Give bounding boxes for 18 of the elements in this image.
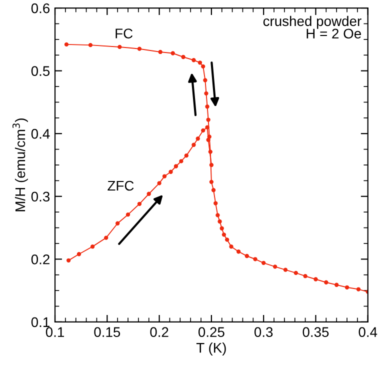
x-tick-label: 0.3 xyxy=(254,327,273,337)
annotation: crushed powder H = 2 Oe xyxy=(263,16,362,39)
x-tick-label: 0.2 xyxy=(150,327,168,337)
y-tick-label: 0.5 xyxy=(31,66,50,76)
x-axis-title: T (K) xyxy=(196,342,226,356)
y-tick-label: 0.1 xyxy=(31,317,50,328)
y-tick-label: 0.4 xyxy=(31,128,50,139)
x-tick-label: 0.35 xyxy=(302,327,329,337)
y-tick-label: 0.6 xyxy=(31,3,50,14)
y-axis-title: M/H (emu/cm$^{3}$) xyxy=(12,118,28,212)
series-label: FC xyxy=(116,28,133,38)
y-tick-label: 0.2 xyxy=(31,254,50,264)
y-tick-label: 0.3 xyxy=(31,192,50,202)
series-label: ZFC xyxy=(108,180,134,191)
x-tick-label: 0.15 xyxy=(94,327,120,337)
x-tick-label: 0.4 xyxy=(358,327,378,337)
x-tick-label: 0.25 xyxy=(198,327,224,337)
x-tick-label: 0.1 xyxy=(46,327,64,337)
